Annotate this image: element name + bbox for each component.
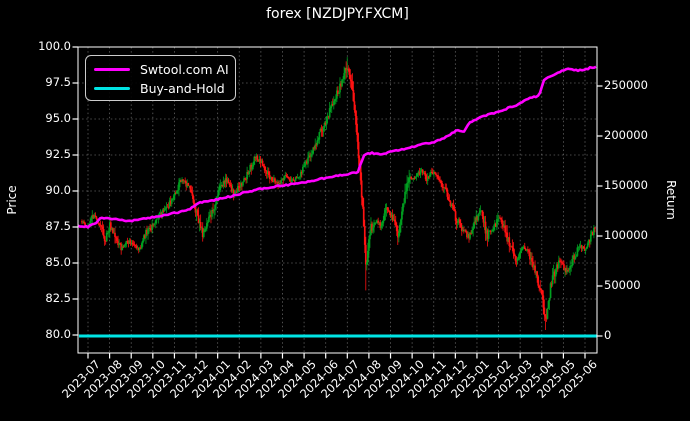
legend-item-swtool-ai: Swtool.com AI bbox=[86, 60, 235, 79]
ai-line-swatch bbox=[94, 67, 130, 72]
legend-label-swtool-ai: Swtool.com AI bbox=[140, 62, 229, 77]
buyhold-line-swatch bbox=[94, 86, 130, 91]
return-tick-label: 0 bbox=[604, 328, 612, 342]
chart-title: forex [NZDJPY.FXCM] bbox=[266, 6, 409, 22]
price-tick-label: 97.5 bbox=[45, 75, 71, 89]
price-tick-label: 100.0 bbox=[38, 39, 71, 53]
return-tick-label: 150000 bbox=[604, 178, 648, 192]
price-tick-label: 82.5 bbox=[45, 291, 71, 305]
price-tick-label: 85.0 bbox=[45, 255, 71, 269]
price-tick-label: 80.0 bbox=[45, 327, 71, 341]
return-tick-label: 50000 bbox=[604, 278, 641, 292]
price-tick-label: 92.5 bbox=[45, 147, 71, 161]
return-tick-label: 250000 bbox=[604, 78, 648, 92]
return-tick-label: 200000 bbox=[604, 128, 648, 142]
legend-item-buy-and-hold: Buy-and-Hold bbox=[86, 79, 235, 98]
y-axis-label-price: Price bbox=[5, 185, 19, 215]
y-axis-label-return: Return bbox=[664, 180, 678, 220]
return-tick-label: 100000 bbox=[604, 228, 648, 242]
legend-label-buy-and-hold: Buy-and-Hold bbox=[140, 81, 225, 96]
price-tick-label: 87.5 bbox=[45, 219, 71, 233]
price-tick-label: 90.0 bbox=[45, 183, 71, 197]
price-tick-label: 95.0 bbox=[45, 111, 71, 125]
legend: Swtool.com AI Buy-and-Hold bbox=[85, 55, 236, 101]
